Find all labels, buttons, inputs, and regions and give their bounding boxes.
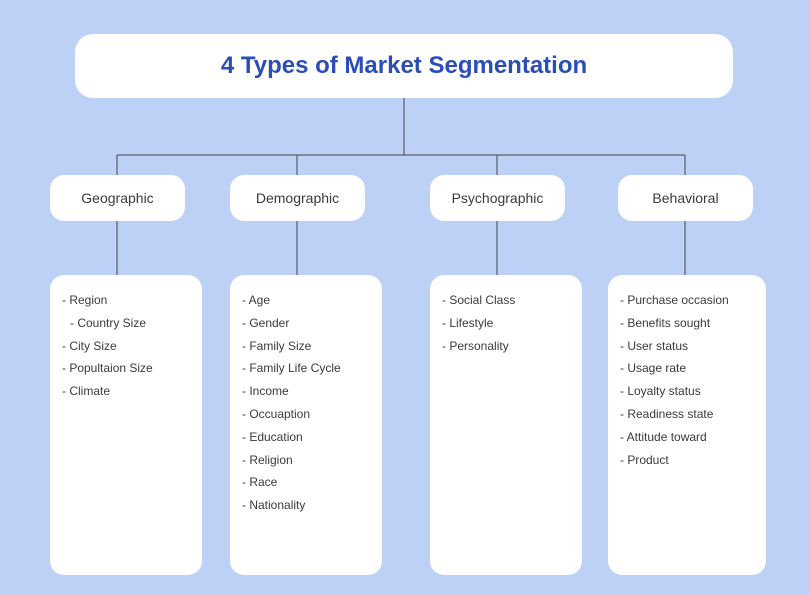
category-behavioral: Behavioral (618, 175, 753, 221)
list-item: - Education (242, 426, 370, 449)
list-item: - Loyalty status (620, 380, 754, 403)
list-item: - Social Class (442, 289, 570, 312)
list-item: - Country Size (62, 312, 190, 335)
title-text: 4 Types of Market Segmentation (221, 52, 587, 80)
list-item: - Family Size (242, 335, 370, 358)
list-item: - Occuaption (242, 403, 370, 426)
list-item: - Family Life Cycle (242, 357, 370, 380)
category-label: Demographic (256, 190, 339, 206)
category-psychographic: Psychographic (430, 175, 565, 221)
list-item: - Region (62, 289, 190, 312)
list-item: - Income (242, 380, 370, 403)
items-geographic: - Region- Country Size- City Size- Popul… (50, 275, 202, 575)
list-item: - Lifestyle (442, 312, 570, 335)
category-label: Behavioral (652, 190, 718, 206)
list-item: - Attitude toward (620, 426, 754, 449)
list-item: - Popultaion Size (62, 357, 190, 380)
diagram-canvas: 4 Types of Market Segmentation Geographi… (0, 0, 810, 595)
list-item: - Religion (242, 449, 370, 472)
category-geographic: Geographic (50, 175, 185, 221)
category-label: Psychographic (452, 190, 544, 206)
list-item: - Nationality (242, 494, 370, 517)
items-demographic: - Age- Gender- Family Size- Family Life … (230, 275, 382, 575)
items-psychographic: - Social Class- Lifestyle- Personality (430, 275, 582, 575)
list-item: - Readiness state (620, 403, 754, 426)
list-item: - Gender (242, 312, 370, 335)
list-item: - Benefits sought (620, 312, 754, 335)
list-item: - Race (242, 471, 370, 494)
title-box: 4 Types of Market Segmentation (75, 34, 733, 98)
list-item: - Purchase occasion (620, 289, 754, 312)
items-behavioral: - Purchase occasion- Benefits sought- Us… (608, 275, 766, 575)
list-item: - Usage rate (620, 357, 754, 380)
category-demographic: Demographic (230, 175, 365, 221)
list-item: - Personality (442, 335, 570, 358)
list-item: - Age (242, 289, 370, 312)
list-item: - Climate (62, 380, 190, 403)
category-label: Geographic (81, 190, 153, 206)
list-item: - User status (620, 335, 754, 358)
list-item: - City Size (62, 335, 190, 358)
list-item: - Product (620, 449, 754, 472)
